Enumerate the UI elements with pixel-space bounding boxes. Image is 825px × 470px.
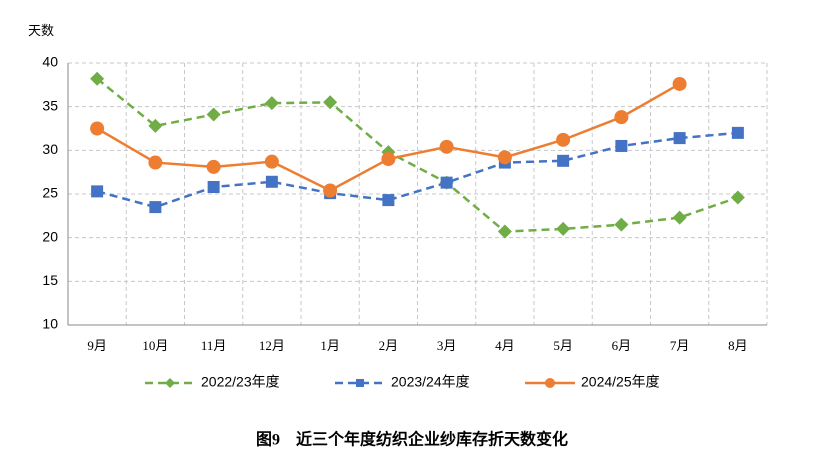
legend-label: 2024/25年度 xyxy=(581,374,660,390)
y-tick-label: 35 xyxy=(42,97,58,113)
x-tick-label: 5月 xyxy=(553,338,573,353)
data-point xyxy=(148,118,163,133)
series-line xyxy=(96,131,738,209)
data-point xyxy=(497,150,512,165)
data-point xyxy=(556,132,571,147)
x-tick-label: 3月 xyxy=(437,338,457,353)
data-point xyxy=(90,71,105,86)
y-tick-label: 40 xyxy=(42,54,58,70)
y-axis-label: 天数 xyxy=(28,23,54,38)
y-tick-label: 25 xyxy=(42,185,58,201)
y-tick-label: 30 xyxy=(42,141,58,157)
data-point xyxy=(672,76,687,91)
data-point xyxy=(497,224,512,239)
data-point xyxy=(672,210,687,225)
chart-title: 图9 近三个年度纺织企业纱库存折天数变化 xyxy=(256,430,568,449)
data-point xyxy=(90,121,105,136)
data-point xyxy=(615,139,628,152)
data-point xyxy=(206,159,221,174)
data-point xyxy=(440,176,453,189)
data-point xyxy=(673,132,686,145)
x-tick-label: 4月 xyxy=(495,338,515,353)
legend-marker xyxy=(165,378,175,388)
x-tick-label: 10月 xyxy=(142,338,168,353)
data-point xyxy=(731,126,744,139)
legend-label: 2023/24年度 xyxy=(391,374,470,390)
data-point xyxy=(148,155,163,170)
data-point xyxy=(382,194,395,207)
data-point xyxy=(264,154,279,169)
x-tick-label: 9月 xyxy=(87,338,107,353)
data-point xyxy=(381,152,396,167)
legend-marker xyxy=(356,379,364,387)
x-tick-label: 7月 xyxy=(670,338,690,353)
data-point xyxy=(614,110,629,125)
x-tick-label: 6月 xyxy=(612,338,632,353)
y-tick-label: 20 xyxy=(42,228,58,244)
data-point xyxy=(91,185,104,198)
data-point xyxy=(323,183,338,198)
x-tick-label: 11月 xyxy=(201,338,227,353)
data-point xyxy=(264,96,279,111)
data-point xyxy=(556,221,571,236)
x-tick-label: 1月 xyxy=(320,338,340,353)
data-point xyxy=(149,201,162,214)
data-point xyxy=(730,190,745,205)
x-tick-label: 8月 xyxy=(728,338,748,353)
series-line xyxy=(96,77,739,233)
data-point xyxy=(323,95,338,110)
data-point xyxy=(614,217,629,232)
data-point xyxy=(265,175,278,188)
y-tick-label: 10 xyxy=(42,316,58,332)
y-tick-label: 15 xyxy=(42,272,58,288)
x-tick-label: 2月 xyxy=(379,338,399,353)
legend-marker xyxy=(545,378,555,388)
data-point xyxy=(206,107,221,122)
data-point xyxy=(207,181,220,194)
data-point xyxy=(557,154,570,167)
legend-label: 2022/23年度 xyxy=(201,374,280,390)
x-tick-label: 12月 xyxy=(259,338,285,353)
data-point xyxy=(439,139,454,154)
